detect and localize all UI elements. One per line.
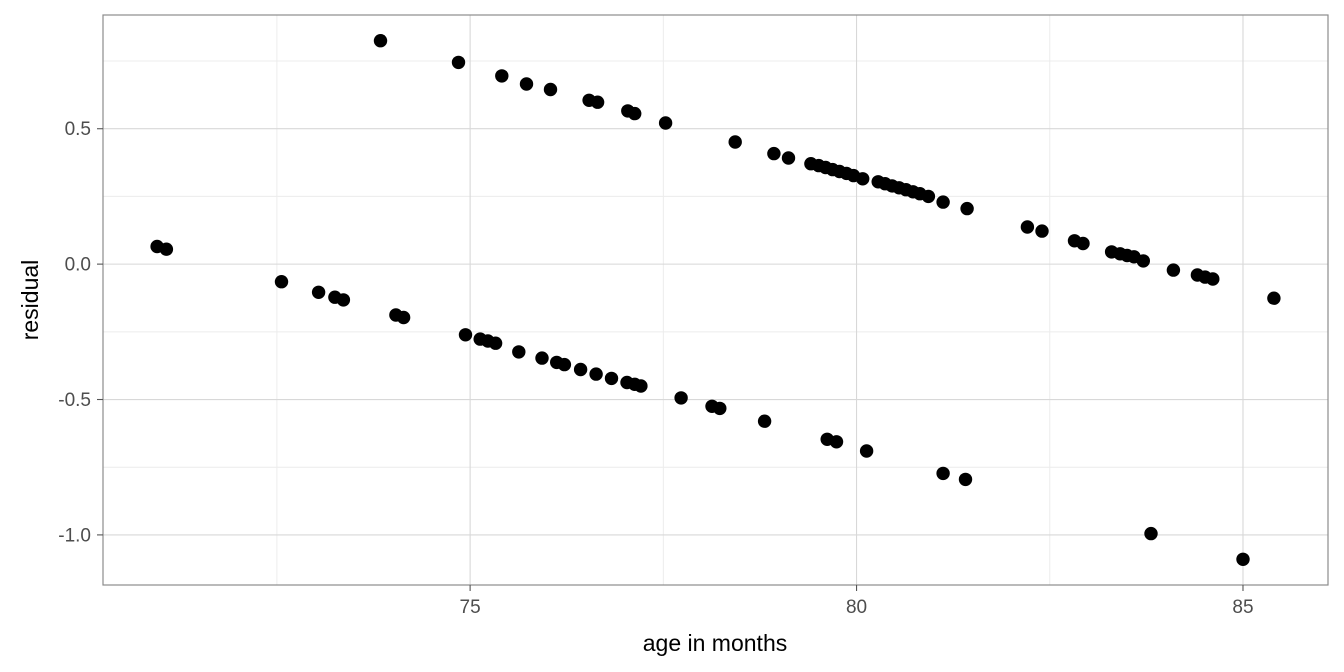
data-point-upper-band [543,82,558,97]
data-point-lower-band [1236,552,1250,566]
data-point-upper-band [728,135,742,149]
plot-panel [103,15,1328,585]
data-point-lower-band [458,328,473,342]
data-point-lower-band [829,435,844,449]
data-point-lower-band [757,414,772,428]
data-point-lower-band [336,293,351,307]
axis-layer: 75 80 85 0.5 0.0 -0.5 -1.0 [58,119,1253,618]
data-point-upper-band [1267,291,1281,305]
data-point-lower-band [936,466,950,481]
x-axis-title: age in months [643,630,787,656]
data-point-lower-band [488,336,503,350]
y-tick-label: -1.0 [58,525,91,546]
data-point-lower-band [535,351,549,365]
data-point-upper-band [960,201,974,216]
data-point-lower-band [557,357,572,372]
x-tick-label: 85 [1232,597,1253,618]
data-point-upper-band [519,77,534,91]
data-point-upper-band [590,95,605,109]
data-point-upper-band [781,151,796,165]
data-point-lower-band [1144,526,1158,541]
panel-border [102,14,1329,586]
data-point-lower-band [159,242,174,256]
data-point-upper-band [1020,220,1035,234]
data-point-upper-band [1166,263,1181,277]
data-point-upper-band [628,106,642,121]
x-tick-label: 75 [460,597,481,618]
data-point-upper-band [936,195,950,209]
data-point-lower-band [713,401,727,416]
y-tick-label: 0.5 [65,119,91,140]
y-axis-title: residual [17,260,43,341]
plot-panel-layer [102,14,1329,586]
data-point-upper-band [373,34,388,48]
y-tick-label: 0.0 [65,255,91,276]
data-point-upper-band [1206,272,1220,286]
x-tick-label: 80 [846,597,867,618]
data-point-lower-band [396,310,411,325]
data-point-upper-band [451,55,466,70]
data-point-lower-band [311,285,326,299]
data-point-lower-band [674,391,688,405]
data-point-lower-band [589,367,603,381]
data-point-upper-band [856,172,870,186]
data-point-upper-band [767,146,781,161]
data-point-upper-band [1076,236,1090,251]
data-point-lower-band [274,275,289,289]
data-point-upper-band [1035,224,1049,238]
data-point-lower-band [859,444,874,458]
data-point-lower-band [958,472,973,487]
data-point-upper-band [1136,254,1151,268]
data-point-lower-band [573,362,588,377]
data-point-lower-band [604,371,619,386]
data-point-upper-band [921,189,936,204]
data-point-lower-band [634,379,648,393]
y-tick-label: -0.5 [58,390,91,411]
data-point-lower-band [512,345,526,359]
data-point-upper-band [658,116,673,130]
data-point-upper-band [495,69,509,83]
